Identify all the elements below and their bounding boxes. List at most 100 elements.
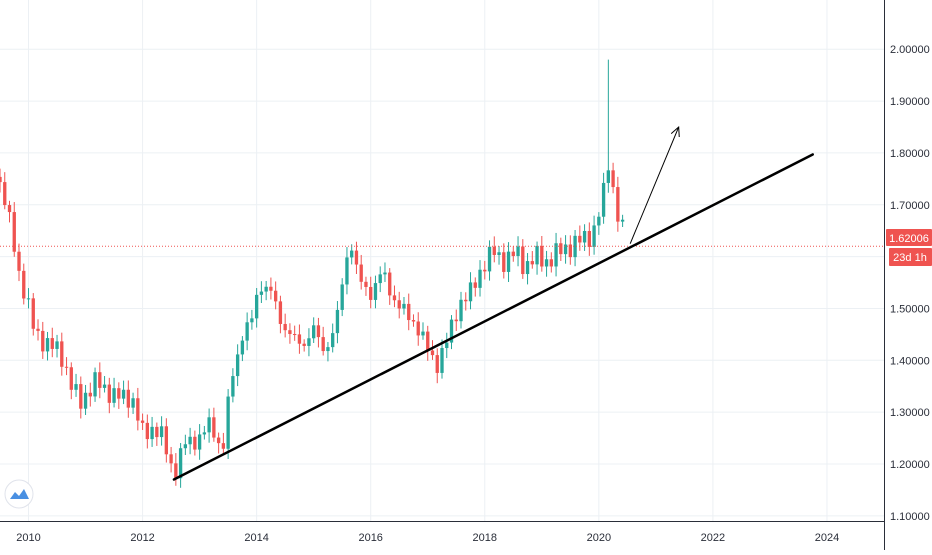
candle-body-down	[273, 290, 278, 302]
candle-body-up	[83, 392, 88, 409]
trendline	[172, 153, 814, 481]
candle-body-up	[159, 426, 164, 438]
logo-mark	[10, 489, 29, 499]
candle-body-down	[426, 331, 430, 351]
tradingview-logo-icon[interactable]	[4, 479, 34, 509]
candle-body-down	[64, 366, 69, 368]
candle-body-up	[378, 274, 382, 284]
candle-body-down	[41, 330, 45, 352]
candle-body-up	[440, 348, 444, 373]
candle-body-down	[17, 251, 21, 271]
candle-body-up	[112, 388, 116, 403]
candle-body-up	[373, 283, 378, 300]
candle-body-up	[245, 322, 249, 341]
candle-body-down	[568, 244, 572, 258]
candle-body-up	[45, 338, 50, 352]
candle-body-down	[12, 212, 16, 252]
y-tick-label: 1.70000	[890, 200, 930, 212]
candles-layer	[0, 59, 625, 488]
candle-body-down	[473, 282, 477, 288]
candle-body-down	[98, 372, 102, 388]
candle-body-down	[435, 355, 439, 373]
candle-body-up	[188, 436, 192, 445]
candle-body-down	[369, 286, 373, 300]
candle-body-down	[31, 298, 35, 329]
candle-body-down	[136, 398, 140, 421]
candle-body-down	[50, 338, 54, 349]
candle-body-down	[117, 388, 121, 399]
candle-body-down	[416, 321, 420, 336]
candle-body-down	[164, 426, 169, 455]
candle-body-down	[316, 325, 321, 338]
candle-body-down	[407, 303, 411, 321]
candle-body-down	[169, 454, 173, 464]
candle-body-up	[554, 243, 558, 267]
candle-body-up	[231, 376, 235, 397]
candle-body-up	[459, 299, 463, 322]
candle-body-up	[383, 272, 387, 275]
candle-body-down	[559, 243, 563, 255]
candle-body-down	[193, 436, 197, 450]
candle-body-up	[131, 398, 135, 408]
candle-body-down	[492, 246, 496, 255]
candle-body-down	[60, 341, 64, 367]
candle-body-up	[573, 235, 577, 258]
candle-body-up	[402, 303, 406, 309]
candle-body-up	[331, 333, 335, 348]
x-tick-label: 2016	[358, 532, 382, 544]
y-tick-label: 1.50000	[890, 303, 930, 315]
candle-body-up	[178, 448, 183, 479]
candle-body-down	[278, 301, 283, 324]
grid-layer	[0, 0, 884, 521]
candle-body-up	[340, 284, 344, 310]
x-tick-label: 2024	[815, 532, 839, 544]
y-tick-label: 1.40000	[890, 355, 930, 367]
candle-body-up	[478, 269, 482, 288]
candle-body-up	[544, 259, 549, 267]
candle-body-down	[511, 251, 515, 257]
candle-body-down	[216, 437, 221, 444]
price-tag-layer: 1.62006 23d 1h	[886, 229, 932, 266]
logo-circle	[4, 479, 34, 509]
candle-body-up	[250, 318, 254, 323]
countdown-label: 23d 1h	[893, 252, 927, 264]
candle-body-up	[335, 309, 340, 334]
candle-body-up	[449, 319, 454, 343]
x-tick-label: 2012	[130, 532, 154, 544]
candle-body-down	[616, 187, 620, 222]
candle-body-up	[582, 230, 587, 243]
y-tick-label: 2.00000	[890, 44, 930, 56]
candle-body-down	[530, 261, 534, 265]
candle-body-up	[535, 245, 539, 265]
candle-body-up	[93, 372, 97, 397]
candle-body-down	[288, 330, 292, 335]
candle-body-down	[7, 205, 12, 213]
candle-body-down	[359, 264, 363, 282]
candle-body-down	[269, 286, 273, 291]
candle-body-down	[464, 299, 468, 302]
candle-body-down	[454, 319, 458, 322]
candle-body-up	[240, 340, 245, 355]
candle-body-down	[145, 422, 149, 440]
candle-body-up	[592, 225, 596, 247]
candle-body-up	[326, 347, 330, 352]
candle-body-down	[587, 230, 591, 247]
candle-body-down	[521, 246, 525, 275]
candle-body-down	[483, 269, 487, 272]
x-tick-label: 2010	[16, 532, 40, 544]
candle-body-up	[207, 417, 211, 433]
candle-body-down	[22, 270, 26, 299]
candle-body-down	[549, 259, 553, 267]
candle-body-down	[88, 392, 92, 397]
candle-body-up	[26, 298, 31, 300]
candle-body-down	[578, 235, 582, 243]
candle-body-up	[350, 250, 354, 258]
candle-body-down	[174, 463, 178, 479]
candle-body-down	[3, 182, 7, 206]
y-tick-label: 1.20000	[890, 459, 930, 471]
y-tick-label: 1.30000	[890, 407, 930, 419]
candle-body-up	[421, 331, 425, 336]
candle-body-up	[468, 282, 473, 302]
